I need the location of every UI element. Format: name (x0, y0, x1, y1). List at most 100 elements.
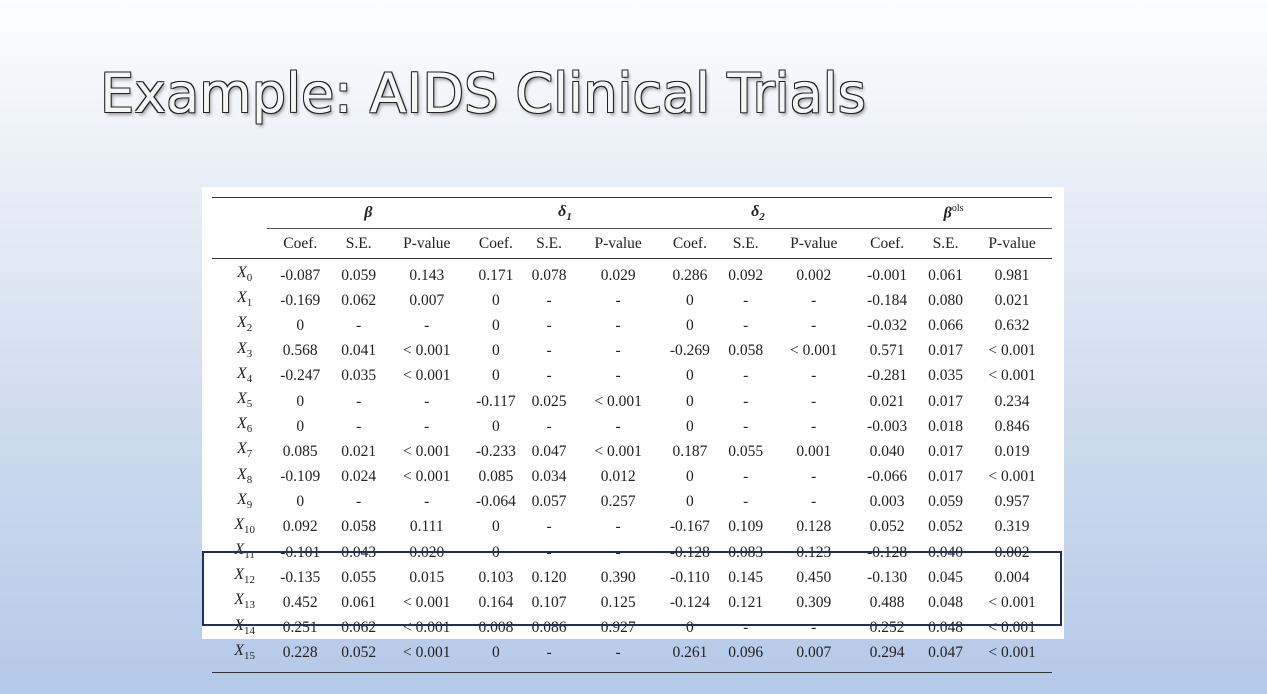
table-cell: 0.024 (341, 468, 377, 486)
table-cell: - (356, 417, 362, 435)
subheader-blank (212, 228, 268, 259)
table-cell: - (356, 316, 362, 334)
table-cell: -0.135 (280, 568, 321, 586)
table-cell: 0 (686, 493, 694, 511)
table-cell: < 0.001 (790, 342, 838, 360)
table-cell: < 0.001 (384, 640, 470, 673)
table-cell: 0.058 (728, 342, 764, 360)
table-cell: - (615, 316, 621, 334)
group-header-delta1: δ1 (469, 197, 661, 229)
table-cell: 0.066 (928, 316, 964, 334)
table-row: X8 -0.109 0.024 < 0.001 0.085 0.034 0.012 0 - - -0… (212, 465, 1052, 490)
table-row: X10 0.092 0.058 0.111 0 - - -0.167 0.109 0.128 0.0… (212, 515, 1052, 540)
table-cell: 0.057 (531, 493, 567, 511)
table-cell: < 0.001 (403, 442, 451, 460)
table-cell: 0.228 (267, 640, 334, 673)
table-cell: - (615, 291, 621, 309)
row-label: X14 (234, 616, 256, 637)
table-cell: -0.128 (669, 543, 710, 561)
table-cell: 0 (296, 316, 305, 334)
table-cell: 0.007 (772, 640, 856, 673)
table-cell: 0.078 (531, 266, 567, 284)
table-cell: 0.017 (928, 442, 964, 460)
table-cell: - (743, 417, 749, 435)
table-cell: 0 (686, 619, 694, 637)
table-cell: - (743, 316, 749, 334)
table-cell: 0.187 (672, 442, 708, 460)
table-cell: -0.130 (867, 568, 908, 586)
row-label: X8 (237, 465, 253, 486)
table-cell: 0.015 (409, 568, 445, 586)
table-cell: 0 (296, 493, 305, 511)
table-cell: < 0.001 (988, 342, 1036, 360)
table-cell: 0.164 (478, 594, 514, 612)
table-cell: 0.234 (994, 392, 1030, 410)
table-cell: - (811, 291, 817, 309)
table-cell: 0.261 (660, 640, 720, 673)
table-cell: 0.390 (600, 568, 636, 586)
subheader-se: S.E. (522, 228, 576, 259)
table-cell: 0.125 (600, 594, 636, 612)
table-cell: -0.066 (867, 468, 908, 486)
table-cell: 0 (469, 640, 523, 673)
table-cell: 0.040 (869, 442, 905, 460)
table-cell: 0.846 (994, 417, 1030, 435)
table-cell: 0.452 (282, 594, 318, 612)
table-cell: 0.085 (478, 468, 514, 486)
table-cell: -0.101 (280, 543, 321, 561)
table-cell: 0.571 (869, 342, 905, 360)
table-cell: 0.002 (994, 543, 1030, 561)
table-cell: -0.281 (867, 367, 908, 385)
table-cell: 0 (492, 316, 500, 334)
table-cell: < 0.001 (594, 442, 642, 460)
table-cell: 0.040 (928, 543, 964, 561)
table-cell: 0.025 (531, 392, 567, 410)
table-row: X12 -0.135 0.055 0.015 0.103 0.120 0.390 -0.110… (212, 565, 1052, 590)
table-cell: 0.143 (409, 266, 445, 284)
table-cell: - (424, 392, 430, 410)
row-label: X5 (237, 389, 253, 411)
table-cell: 0.043 (341, 543, 377, 561)
table-cell: - (743, 291, 749, 309)
row-label: X0 (237, 264, 253, 285)
table-cell: 0.012 (600, 468, 636, 486)
table-cell: 0 (492, 342, 500, 360)
table-cell: 0.055 (341, 568, 377, 586)
group-header-row: β δ1 δ2 βols (212, 197, 1052, 229)
table-cell: -0.001 (867, 266, 908, 284)
corner-cell (212, 197, 268, 229)
table-cell: 0.086 (531, 619, 567, 637)
table-cell: 0.048 (928, 594, 964, 612)
table-cell: - (522, 640, 576, 673)
table-cell: -0.169 (280, 291, 321, 309)
table-cell: - (546, 291, 552, 309)
table-cell: 0.017 (928, 468, 964, 486)
table-cell: 0.294 (855, 640, 920, 673)
row-label: X6 (237, 415, 253, 436)
table-row: X14 0.251 0.062 < 0.001 0.008 0.086 0.927 0 - - 0.… (212, 616, 1052, 641)
table-cell: - (546, 342, 552, 360)
table-cell: 0 (686, 468, 694, 486)
subheader-coef: Coef. (469, 228, 523, 259)
table-cell: - (356, 392, 362, 410)
table-cell: < 0.001 (594, 392, 642, 410)
table-cell: 0.029 (600, 266, 636, 284)
table-cell: < 0.001 (403, 342, 451, 360)
table-cell: 0.021 (994, 291, 1030, 309)
table-cell: 0.059 (928, 493, 964, 511)
table-cell: 0 (492, 543, 500, 561)
table-cell: 0.981 (994, 266, 1030, 284)
table-cell: 0.092 (728, 266, 764, 284)
table-cell: - (615, 417, 621, 435)
table-cell: 0.061 (928, 266, 964, 284)
table-cell: 0.252 (869, 619, 905, 637)
table-row: X7 0.085 0.021 < 0.001 -0.233 0.047 < 0.001 0.1… (212, 439, 1052, 464)
table-cell: 0.128 (796, 518, 832, 536)
table-cell: -0.247 (280, 367, 321, 385)
table-cell: 0.121 (728, 594, 764, 612)
table-cell: < 0.001 (403, 619, 451, 637)
row-label: X1 (237, 289, 253, 310)
table-cell: 0.085 (282, 442, 318, 460)
table-cell: -0.110 (670, 568, 710, 586)
table-cell: 0.017 (928, 342, 964, 360)
